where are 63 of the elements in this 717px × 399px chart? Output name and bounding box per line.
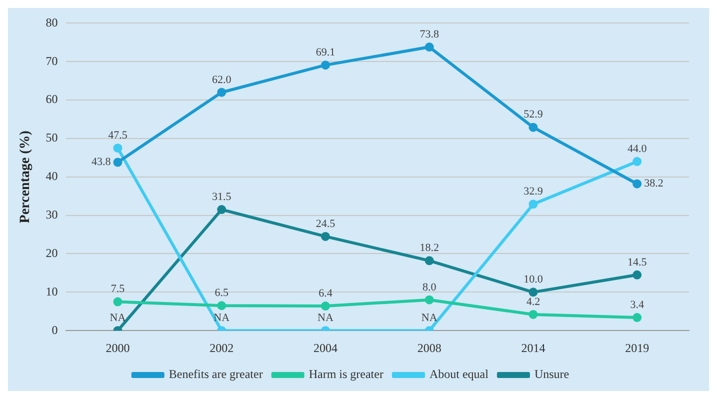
data-label: 44.0 [627,142,648,155]
data-label: 4.2 [526,296,540,308]
point [320,60,330,70]
point [632,179,642,188]
legend-label: Benefits are greater [168,367,263,382]
x-tick-label: 2004 [313,340,338,355]
point [320,232,330,241]
legend-label: About equal [429,367,490,382]
y-tick-label: 80 [46,15,58,30]
y-tick-label: 20 [46,246,58,260]
point [528,200,538,209]
point [528,122,538,132]
point [217,301,226,310]
point [528,310,538,319]
x-tick-label: 2008 [417,340,442,355]
data-label: NA [318,312,334,324]
data-label: 52.9 [524,108,544,121]
point [113,144,122,153]
data-label: 31.5 [212,190,232,203]
point [632,313,642,322]
point [632,157,642,166]
x-tick-label: 2014 [521,340,546,355]
data-label: 62.0 [212,74,232,86]
point [113,158,122,167]
data-label: 24.5 [316,218,336,230]
point [217,88,226,97]
data-label: 10.0 [524,274,544,286]
point [320,302,330,311]
data-label: 3.4 [630,298,644,311]
data-label: 14.5 [627,256,648,268]
data-label: 7.5 [110,283,126,296]
data-label: 38.2 [644,178,664,190]
legend-label: Harm is greater [308,367,384,382]
data-label: 73.8 [420,28,440,40]
point [528,288,538,297]
data-label: 47.5 [108,129,128,142]
data-label: 6.4 [318,287,333,300]
point [424,256,434,266]
data-label: NA [421,312,438,324]
y-tick-label: 30 [46,207,58,222]
x-tick-label: 2000 [106,340,130,355]
x-tick-label: 2019 [625,340,650,355]
y-tick-label: 60 [46,92,58,106]
data-label: 69.1 [316,46,336,58]
data-label: 6.5 [214,287,229,300]
data-label: 43.8 [91,156,112,168]
data-label: 18.2 [420,242,439,254]
y-tick-label: 70 [46,54,58,68]
point [424,42,434,52]
y-tick-label: 0 [52,322,58,337]
legend-label: Unsure [534,367,570,382]
y-tick-label: 10 [46,284,58,298]
point [217,205,226,214]
y-tick-label: 50 [46,130,58,145]
data-label: 8.0 [422,281,437,294]
data-label: 32.9 [524,186,544,198]
point [632,270,642,280]
point [424,295,434,304]
y-tick-label: 40 [46,169,58,184]
y-axis-title: Percentage (%) [18,130,34,224]
point [113,297,122,306]
x-tick-label: 2002 [210,340,234,355]
data-label: NA [110,312,126,324]
